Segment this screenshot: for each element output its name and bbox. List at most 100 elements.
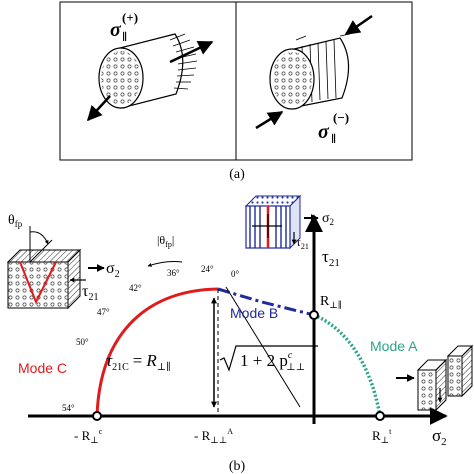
left-inset-tau: τ21 xyxy=(82,283,98,303)
sigma-subscript: 2 xyxy=(441,436,447,448)
mark-sub: ⊥ xyxy=(90,435,98,445)
angle-label: 0° xyxy=(231,269,240,279)
sigma-subscript: 2 xyxy=(330,217,335,227)
svg-text:τ21: τ21 xyxy=(296,235,309,251)
angle-label: 54° xyxy=(62,403,75,413)
mark-sup: t xyxy=(389,427,392,436)
sigma-par-minus-label: σ ∥ (−) xyxy=(318,110,349,145)
sigma-subscript: ∥ xyxy=(122,31,127,43)
tau-subscript: 21 xyxy=(301,242,309,251)
r-main: R xyxy=(320,294,330,309)
x-mark-right: R⊥t xyxy=(372,427,392,445)
formula-p-sup: c xyxy=(288,350,293,361)
angle-label: 24° xyxy=(201,264,214,274)
x-mark-mid: - R⊥⊥A xyxy=(194,427,233,445)
theta-symbol: θ xyxy=(8,213,15,228)
tension-arrow-left xyxy=(86,95,111,122)
svg-text:1 + 2 pc⊥⊥: 1 + 2 pc ⊥⊥ xyxy=(240,350,305,373)
top-inset-sigma: σ2 xyxy=(322,211,334,227)
top-inset-tau: τ21 xyxy=(296,235,309,251)
point-r-perp-par xyxy=(309,310,319,320)
mark-sub: ⊥⊥ xyxy=(210,435,227,445)
svg-text:- R⊥c: - R⊥c xyxy=(74,427,103,445)
formula-lhs-sub: 21C xyxy=(112,362,129,373)
x-mark-left: - R⊥c xyxy=(74,427,103,445)
theta-abs-sub: fp xyxy=(165,240,172,249)
svg-text:θfp: θfp xyxy=(8,213,23,229)
angle-label: 42° xyxy=(129,283,142,293)
mode-c-curve xyxy=(95,287,219,417)
sigma-par-plus-label: σ ∥ (+) xyxy=(110,10,138,43)
mark-sub: ⊥ xyxy=(381,435,389,445)
formula-sqrt xyxy=(219,345,318,372)
point-r-perp-t xyxy=(375,411,385,421)
x-axis-label: σ2 xyxy=(432,426,447,448)
svg-text:σ2: σ2 xyxy=(322,211,334,227)
formula-radicand: 1 + 2 p xyxy=(240,351,288,370)
theta-abs-close: | xyxy=(172,233,174,247)
formula-eq: = xyxy=(133,351,143,370)
sigma-subscript: ∥ xyxy=(331,133,336,145)
cylinder-tension xyxy=(86,33,214,122)
angle-label: 50° xyxy=(76,337,89,347)
mark-main: R xyxy=(372,428,381,443)
theta-abs-open: |θ xyxy=(157,233,165,247)
svg-text:τ21: τ21 xyxy=(322,247,340,269)
formula-p-sub: ⊥⊥ xyxy=(286,362,305,373)
diagonal-line xyxy=(225,286,301,408)
theta-fp-label: θfp xyxy=(8,213,23,229)
compression-arrow-top xyxy=(344,14,373,36)
mode-a-curve xyxy=(313,313,382,417)
angle-label: 47° xyxy=(97,307,110,317)
tau-subscript: 21 xyxy=(88,292,98,303)
formula-r-sub: ⊥∥ xyxy=(157,361,171,373)
mark-sup: A xyxy=(227,427,233,436)
mark-main: - R xyxy=(74,428,91,443)
formula-r: R xyxy=(145,351,157,370)
fracture-v xyxy=(19,261,57,305)
tau-symbol: τ xyxy=(82,283,89,300)
svg-text:R⊥∥: R⊥∥ xyxy=(320,294,342,310)
rotation-arrow xyxy=(147,261,183,267)
svg-text:σ2: σ2 xyxy=(432,426,447,448)
svg-text:R⊥t: R⊥t xyxy=(372,427,392,445)
svg-text:- R⊥⊥A: - R⊥⊥A xyxy=(194,427,233,445)
r-sub: ⊥∥ xyxy=(329,300,342,310)
r-perp-par-label: R⊥∥ xyxy=(320,294,342,310)
mode-a-label: Mode A xyxy=(370,338,418,354)
sigma-symbol: σ xyxy=(322,211,330,226)
formula-lhs: τ xyxy=(106,351,113,370)
tau-symbol: τ xyxy=(296,235,301,249)
cylinder-compression xyxy=(255,14,373,130)
mode-a-inset xyxy=(396,344,474,412)
mode-b-inset xyxy=(244,194,319,250)
svg-text:τ21C=R⊥∥: τ21C = R⊥∥ xyxy=(106,351,171,373)
caption-a: (a) xyxy=(229,167,245,182)
svg-text:|θfp|: |θfp| xyxy=(157,233,174,249)
theta-abs-label: |θfp| xyxy=(157,233,174,249)
sigma-symbol: σ xyxy=(318,121,330,143)
mode-c-label: Mode C xyxy=(18,360,67,376)
tension-arrow-right xyxy=(169,40,214,64)
panel-a: σ ∥ (+) σ ∥ (−) xyxy=(59,1,413,161)
fracture-inset xyxy=(6,226,105,310)
mark-main: - R xyxy=(194,428,211,443)
compression-arrow-bottom xyxy=(255,110,284,130)
angle-label: 36° xyxy=(167,268,180,278)
svg-text:σ2: σ2 xyxy=(106,260,120,280)
formula: τ21C = R⊥∥ 1 + 2 pc ⊥⊥ xyxy=(106,345,318,373)
left-inset-sigma: σ2 xyxy=(106,260,120,280)
y-axis-label: τ21 xyxy=(322,247,340,269)
sigma-symbol: σ xyxy=(106,260,115,277)
sigma-superscript: (+) xyxy=(122,10,138,25)
angle-labels: 0° 24° 36° 42° 47° 50° 54° xyxy=(62,264,240,413)
sigma-symbol: σ xyxy=(110,19,122,41)
sigma-subscript: 2 xyxy=(115,269,120,280)
panel-b: 0° 24° 36° 42° 47° 50° 54° |θfp| Mode C … xyxy=(6,194,474,448)
mode-b-label: Mode B xyxy=(230,305,278,321)
point-mode-c-start xyxy=(92,411,102,421)
sigma-symbol: σ xyxy=(432,426,441,445)
svg-text:τ21: τ21 xyxy=(82,283,98,303)
mark-sup: c xyxy=(99,427,103,436)
theta-subscript: fp xyxy=(15,219,23,229)
